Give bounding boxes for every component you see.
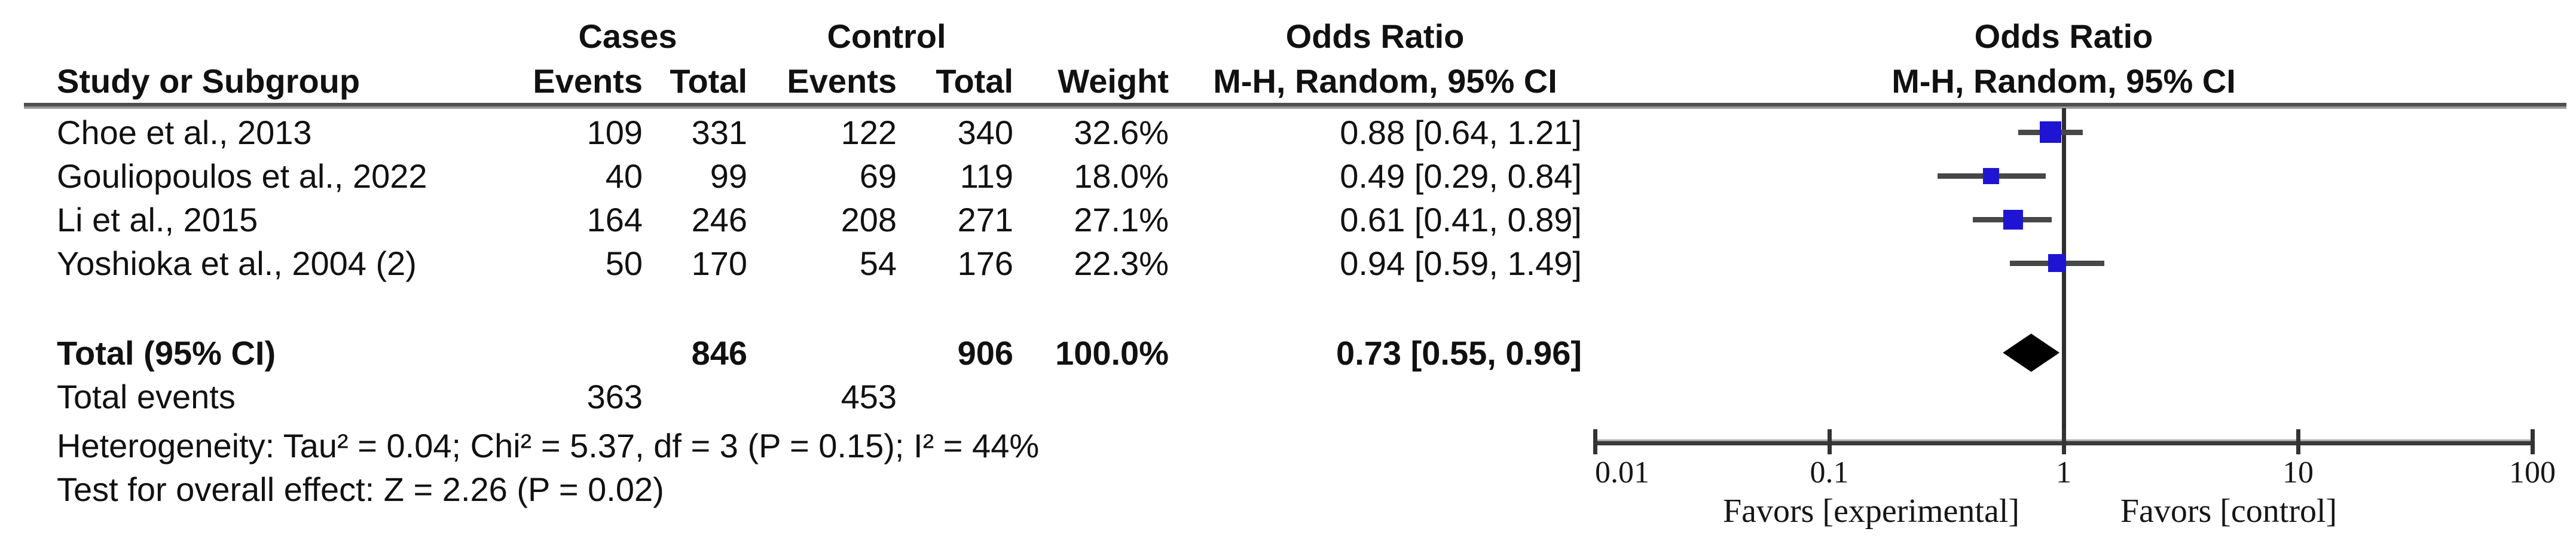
total-events-cases: 363 [586, 378, 643, 415]
weight-column-header: Weight [1058, 62, 1169, 100]
control-group-header: Control [827, 17, 946, 55]
axis-tick-label: 100 [2509, 456, 2556, 490]
total-row: Total (95% CI) 846 906 100.0% 0.73 [0.55… [0, 331, 2576, 375]
weight-value: 32.6% [1074, 114, 1169, 151]
header-row-columns: Study or Subgroup Events Total Events To… [0, 59, 2576, 103]
cases-total: 99 [710, 157, 747, 195]
study-column-header: Study or Subgroup [57, 62, 360, 100]
study-row: Yoshioka et al., 2004 (2) 50 170 54 176 … [0, 242, 2576, 285]
total-odds-ratio-ci: 0.73 [0.55, 0.96] [1336, 334, 1582, 372]
method-column-header: M-H, Random, 95% CI [1213, 62, 1557, 100]
method-plot-header: M-H, Random, 95% CI [1891, 62, 2236, 100]
odds-ratio-ci: 0.49 [0.29, 0.84] [1340, 157, 1582, 195]
cases-events: 40 [605, 157, 643, 195]
cases-events-column-header: Events [533, 62, 643, 100]
control-events: 69 [859, 157, 897, 195]
axis-tick [2062, 429, 2066, 454]
axis-tick-label: 1 [2056, 456, 2071, 490]
overall-effect-row: Test for overall effect: Z = 2.26 (P = 0… [0, 468, 2576, 511]
odds-ratio-column-header: Odds Ratio [1285, 17, 1465, 55]
favors-control-label: Favors [control] [2120, 493, 2337, 530]
study-name: Li et al., 2015 [57, 201, 258, 239]
control-total-column-header: Total [936, 62, 1013, 100]
heterogeneity-text: Heterogeneity: Tau² = 0.04; Chi² = 5.37,… [57, 427, 1040, 465]
null-effect-line [2062, 108, 2066, 445]
favors-experimental-label: Favors [experimental] [1722, 493, 2020, 530]
axis-tick [1828, 429, 1832, 454]
total-cases-total: 846 [691, 334, 747, 372]
odds-ratio-ci: 0.94 [0.59, 1.49] [1340, 245, 1582, 282]
axis-tick [2531, 429, 2535, 454]
odds-ratio-marker [2048, 254, 2067, 272]
odds-ratio-marker [2003, 209, 2024, 230]
overall-effect-text: Test for overall effect: Z = 2.26 (P = 0… [57, 470, 664, 508]
odds-ratio-marker [2040, 121, 2062, 143]
total-events-control: 453 [841, 378, 897, 415]
total-events-label: Total events [57, 378, 236, 415]
control-total: 119 [959, 157, 1013, 195]
control-events: 54 [859, 245, 897, 282]
total-control-total: 906 [957, 334, 1013, 372]
heterogeneity-row: Heterogeneity: Tau² = 0.04; Chi² = 5.37,… [0, 424, 2576, 468]
cases-events: 164 [586, 201, 643, 239]
study-row: Li et al., 2015 164 246 208 271 27.1% 0.… [0, 198, 2576, 242]
cases-group-header: Cases [578, 17, 677, 55]
control-events: 122 [841, 114, 897, 151]
weight-value: 22.3% [1074, 245, 1169, 282]
odds-ratio-marker [1983, 167, 2000, 184]
study-name: Choe et al., 2013 [57, 114, 312, 151]
control-events-column-header: Events [787, 62, 897, 100]
header-rule [24, 103, 2566, 109]
study-row: Gouliopoulos et al., 2022 40 99 69 119 1… [0, 154, 2576, 198]
cases-total: 246 [691, 201, 747, 239]
header-row-groups: Cases Control Odds Ratio Odds Ratio [0, 14, 2576, 58]
cases-total: 331 [691, 114, 747, 151]
cases-total-column-header: Total [670, 62, 747, 100]
axis-tick [1593, 429, 1597, 454]
total-weight: 100.0% [1055, 334, 1169, 372]
control-total: 176 [957, 245, 1013, 282]
axis-tick [2296, 429, 2300, 454]
odds-ratio-ci: 0.88 [0.64, 1.21] [1340, 114, 1582, 151]
odds-ratio-plot-header: Odds Ratio [1974, 17, 2153, 55]
odds-ratio-ci: 0.61 [0.41, 0.89] [1340, 201, 1582, 239]
cases-events: 50 [605, 245, 643, 282]
control-total: 340 [957, 114, 1013, 151]
axis-tick-label: 0.1 [1810, 456, 1849, 490]
study-name: Gouliopoulos et al., 2022 [57, 157, 427, 195]
total-label: Total (95% CI) [57, 334, 276, 372]
cases-total: 170 [691, 245, 747, 282]
axis-tick-label: 10 [2282, 456, 2314, 490]
axis-tick-label: 0.01 [1595, 456, 1649, 490]
study-row: Choe et al., 2013 109 331 122 340 32.6% … [0, 111, 2576, 154]
control-total: 271 [957, 201, 1013, 239]
total-events-row: Total events 363 453 [0, 375, 2576, 418]
weight-value: 27.1% [1074, 201, 1169, 239]
control-events: 208 [841, 201, 897, 239]
weight-value: 18.0% [1074, 157, 1169, 195]
cases-events: 109 [586, 114, 643, 151]
study-name: Yoshioka et al., 2004 (2) [57, 245, 417, 282]
